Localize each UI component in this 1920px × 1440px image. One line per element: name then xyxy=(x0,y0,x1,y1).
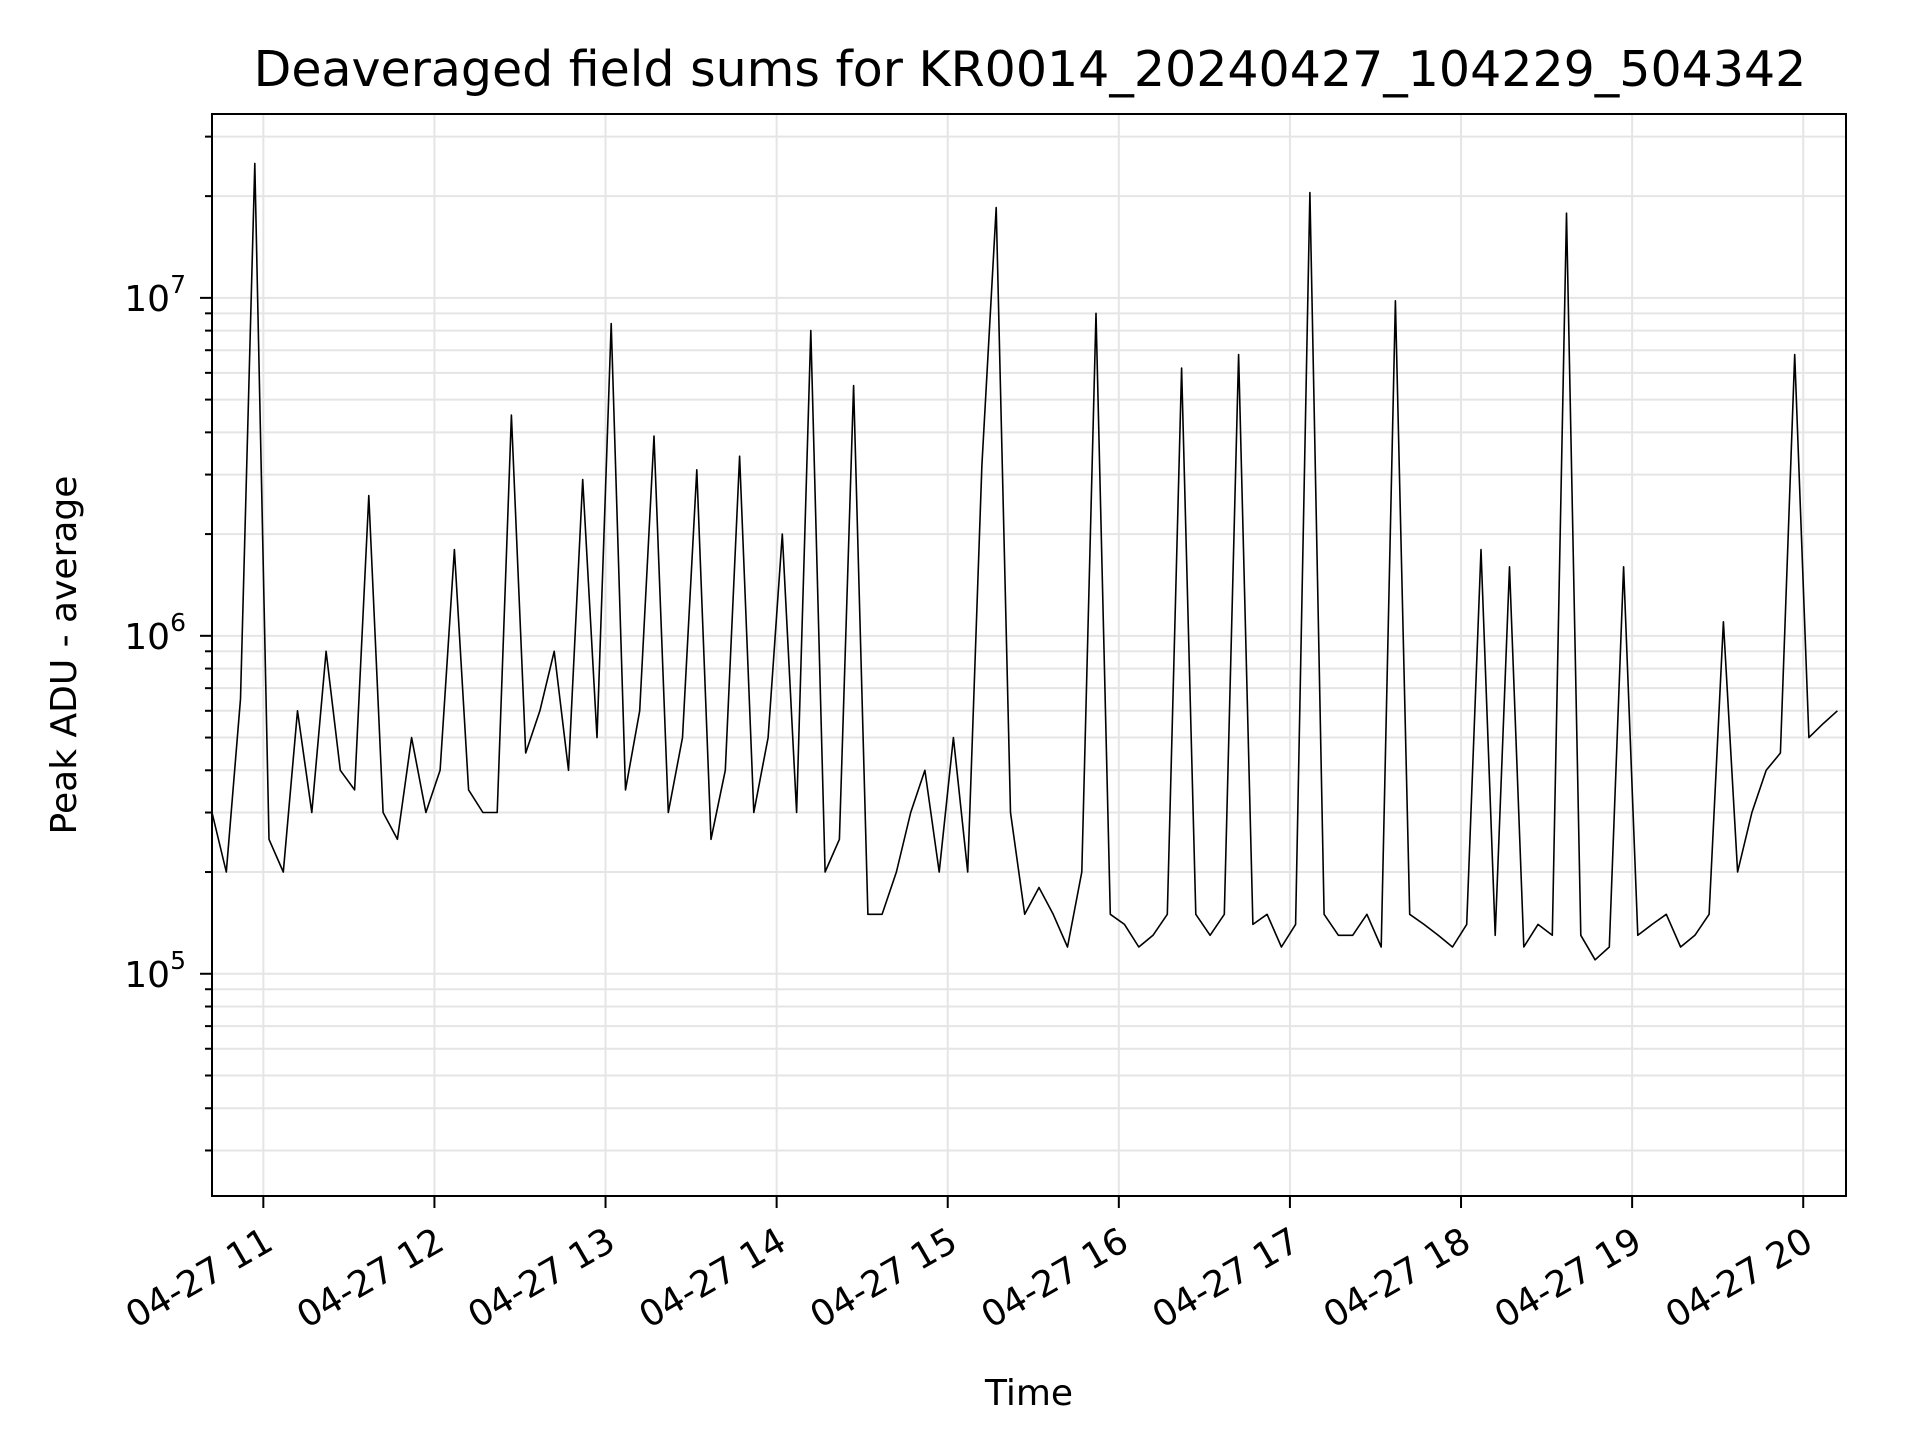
series-layer xyxy=(211,162,1838,961)
x-tick-label: 04-27 20 xyxy=(1659,1220,1820,1336)
grid xyxy=(212,114,1846,1196)
x-tick-label: 04-27 15 xyxy=(804,1220,965,1336)
chart-title: Deaveraged field sums for KR0014_2024042… xyxy=(254,41,1807,98)
y-axis-label: Peak ADU - average xyxy=(44,476,85,835)
y-tick-base: 10 xyxy=(124,617,170,658)
y-tick-exponent: 6 xyxy=(170,608,186,637)
x-tick-label: 04-27 19 xyxy=(1488,1220,1649,1336)
y-tick-exponent: 7 xyxy=(170,270,186,299)
x-tick-label: 04-27 14 xyxy=(632,1220,793,1336)
x-tick-label: 04-27 16 xyxy=(975,1220,1136,1336)
y-tick-base: 10 xyxy=(124,279,170,320)
x-tick-label: 04-27 11 xyxy=(119,1220,280,1336)
series-line xyxy=(211,162,1838,961)
plot-frame xyxy=(211,113,1847,1197)
y-tick-base: 10 xyxy=(124,955,170,996)
x-axis-ticks: 04-27 11 04-27 12 04-27 13 04-27 14 04-27 15… xyxy=(119,1196,1820,1337)
y-tick-label: 107 xyxy=(124,270,186,320)
y-tick-exponent: 5 xyxy=(170,946,186,975)
x-tick-label: 04-27 13 xyxy=(461,1220,622,1336)
x-tick-label: 04-27 18 xyxy=(1317,1220,1478,1336)
x-tick-label: 04-27 17 xyxy=(1146,1220,1307,1336)
y-tick-label: 105 xyxy=(124,946,186,996)
x-tick-label: 04-27 12 xyxy=(290,1220,451,1336)
y-tick-label: 106 xyxy=(124,608,186,658)
x-axis-label: Time xyxy=(984,1373,1073,1414)
